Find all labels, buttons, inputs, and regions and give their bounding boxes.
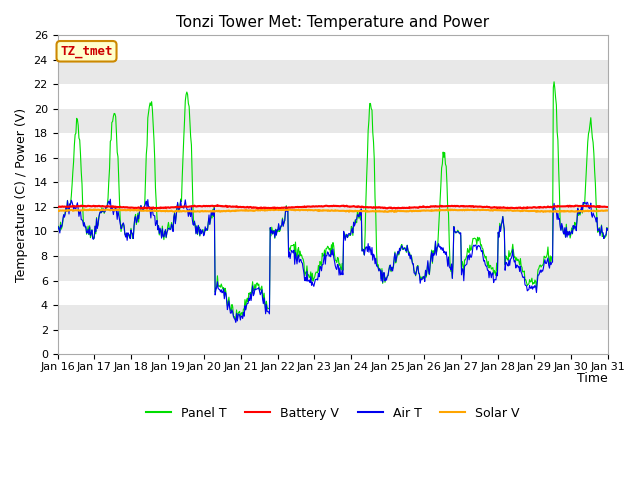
Panel T bbox=[120, 225, 128, 231]
Panel T bbox=[205, 216, 213, 221]
Bar bbox=[58, 182, 607, 207]
Solar V bbox=[86, 206, 93, 212]
Air T bbox=[177, 198, 184, 204]
Solar V bbox=[401, 208, 409, 214]
Bar bbox=[58, 305, 607, 330]
Legend: Panel T, Battery V, Air T, Solar V: Panel T, Battery V, Air T, Solar V bbox=[141, 402, 525, 425]
Battery V bbox=[54, 204, 61, 210]
Bar bbox=[58, 231, 607, 256]
Line: Air T: Air T bbox=[58, 199, 607, 322]
Solar V bbox=[390, 209, 398, 215]
Text: TZ_tmet: TZ_tmet bbox=[60, 45, 113, 58]
Battery V bbox=[254, 205, 262, 211]
Panel T bbox=[400, 245, 408, 251]
Air T bbox=[417, 276, 425, 282]
Solar V bbox=[604, 207, 611, 213]
Solar V bbox=[121, 207, 129, 213]
Panel T bbox=[176, 203, 184, 209]
Panel T bbox=[550, 79, 558, 84]
Panel T bbox=[54, 228, 61, 234]
Air T bbox=[106, 196, 114, 202]
Bar bbox=[58, 84, 607, 109]
Air T bbox=[232, 319, 239, 325]
Bar bbox=[58, 133, 607, 158]
Title: Tonzi Tower Met: Temperature and Power: Tonzi Tower Met: Temperature and Power bbox=[176, 15, 489, 30]
Battery V bbox=[214, 202, 221, 208]
Line: Panel T: Panel T bbox=[58, 82, 607, 320]
Line: Solar V: Solar V bbox=[58, 209, 607, 212]
Y-axis label: Temperature (C) / Power (V): Temperature (C) / Power (V) bbox=[15, 108, 28, 282]
Bar bbox=[58, 280, 607, 305]
Panel T bbox=[63, 198, 71, 204]
Air T bbox=[63, 198, 71, 204]
Bar bbox=[58, 256, 607, 280]
Solar V bbox=[206, 208, 214, 214]
Battery V bbox=[63, 204, 71, 210]
Bar bbox=[58, 158, 607, 182]
Bar bbox=[58, 109, 607, 133]
Solar V bbox=[54, 208, 61, 214]
Panel T bbox=[234, 317, 241, 323]
Battery V bbox=[120, 204, 128, 210]
Air T bbox=[401, 246, 409, 252]
Air T bbox=[604, 227, 611, 233]
Solar V bbox=[417, 208, 425, 214]
Panel T bbox=[417, 277, 424, 283]
Battery V bbox=[417, 204, 425, 210]
Air T bbox=[121, 231, 129, 237]
Bar bbox=[58, 60, 607, 84]
Line: Battery V: Battery V bbox=[58, 205, 607, 208]
Bar bbox=[58, 330, 607, 354]
X-axis label: Time: Time bbox=[577, 372, 607, 385]
Bar bbox=[58, 207, 607, 231]
Air T bbox=[54, 227, 61, 232]
Panel T bbox=[604, 228, 611, 233]
Battery V bbox=[604, 204, 611, 210]
Battery V bbox=[401, 205, 409, 211]
Bar bbox=[58, 36, 607, 60]
Battery V bbox=[176, 204, 184, 210]
Air T bbox=[206, 222, 214, 228]
Solar V bbox=[177, 208, 184, 214]
Solar V bbox=[63, 208, 71, 214]
Battery V bbox=[205, 203, 213, 209]
